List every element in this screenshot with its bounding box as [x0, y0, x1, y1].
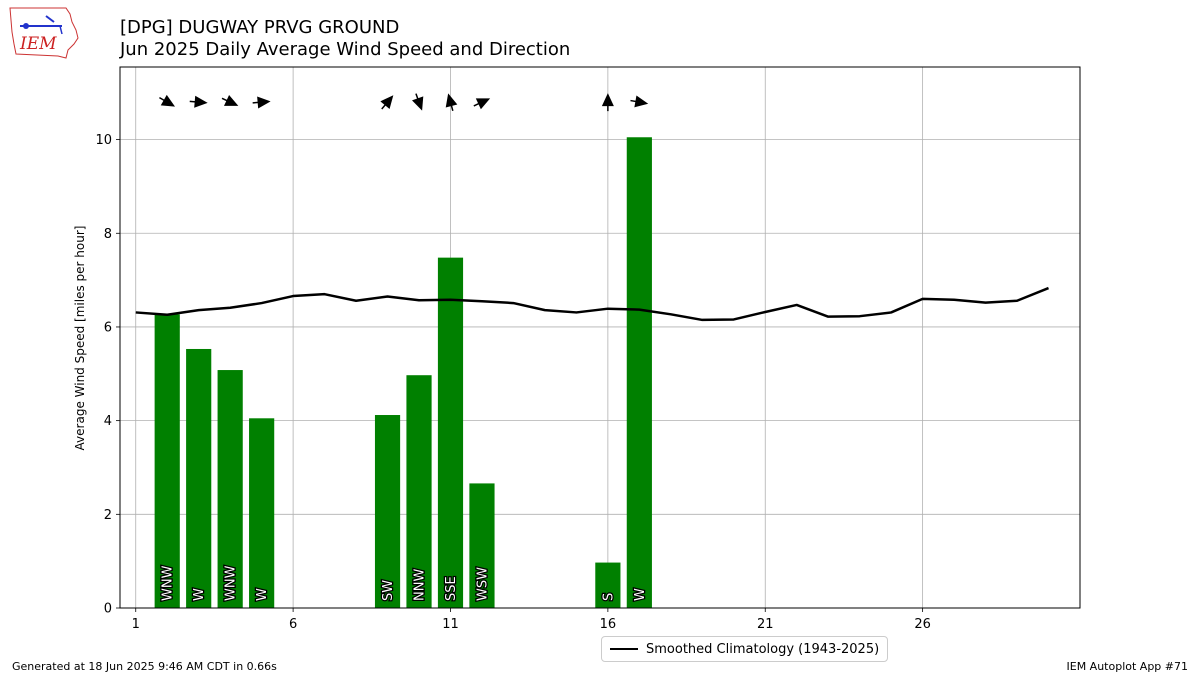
- logo-text: IEM: [19, 34, 57, 54]
- direction-arrow-day-4: [221, 95, 239, 106]
- direction-label-day-12: WSW: [475, 567, 490, 601]
- direction-arrows: [159, 93, 649, 112]
- direction-label-day-3: W: [192, 588, 207, 601]
- wind-bar-day-4: [217, 370, 243, 608]
- wind-bar-day-12: [469, 483, 495, 608]
- chart-title-station: [DPG] DUGWAY PRVG GROUND: [120, 17, 400, 38]
- x-tick-label: 26: [914, 617, 931, 632]
- generated-timestamp: Generated at 18 Jun 2025 9:46 AM CDT in …: [12, 660, 277, 673]
- direction-label-day-5: W: [255, 588, 270, 601]
- legend-label-climatology: Smoothed Climatology (1943-2025): [646, 641, 880, 657]
- direction-arrow-day-10: [412, 93, 424, 111]
- x-tick-label: 11: [442, 617, 459, 632]
- y-tick-label: 10: [95, 133, 112, 148]
- direction-label-day-4: WNW: [224, 565, 239, 601]
- grid-lines: [120, 67, 1080, 609]
- iem-logo: IEM: [9, 7, 79, 59]
- y-tick-label: 2: [104, 508, 112, 523]
- direction-label-day-11: SSE: [444, 576, 459, 601]
- y-tick-label: 8: [104, 227, 112, 242]
- legend: Smoothed Climatology (1943-2025): [601, 636, 889, 662]
- y-tick-label: 6: [104, 320, 112, 335]
- direction-arrow-day-5: [252, 96, 271, 109]
- direction-arrow-day-2: [159, 94, 176, 107]
- x-tick-label: 16: [600, 617, 617, 632]
- wind-bar-day-9: [374, 415, 401, 608]
- wind-bar-day-5: [249, 418, 275, 608]
- chart-title-description: Jun 2025 Daily Average Wind Speed and Di…: [120, 39, 571, 60]
- wind-bar-day-10: [406, 375, 432, 608]
- bars: WNW W WNW W SW NNW SSE WSW S W: [154, 137, 652, 608]
- wind-bar-day-2: [154, 314, 180, 608]
- x-tick-label: 1: [132, 617, 140, 632]
- direction-arrow-day-11: [445, 93, 458, 112]
- direction-arrow-day-12: [473, 98, 491, 110]
- y-tick-label: 4: [104, 414, 112, 429]
- y-axis-label: Average Wind Speed [miles per hour]: [73, 226, 87, 451]
- y-tick-label: 0: [104, 602, 112, 617]
- x-tick-label: 6: [289, 617, 297, 632]
- direction-arrow-day-9: [380, 95, 394, 110]
- wind-bar-day-17: [626, 137, 652, 608]
- direction-label-day-9: SW: [381, 580, 396, 601]
- direction-label-day-16: S: [601, 593, 616, 601]
- autoplot-app-id: IEM Autoplot App #71: [1066, 660, 1189, 673]
- direction-label-day-10: NNW: [413, 569, 428, 601]
- x-tick-label: 21: [757, 617, 774, 632]
- wind-bar-day-11: [437, 257, 464, 608]
- wind-bar-day-16: [595, 562, 621, 608]
- plot-frame: [119, 66, 1081, 609]
- direction-label-day-2: WNW: [161, 565, 176, 601]
- direction-arrow-day-3: [189, 95, 208, 108]
- climatology-series: [135, 286, 1049, 322]
- wind-bar-day-3: [186, 348, 212, 608]
- direction-arrow-day-17: [630, 95, 649, 108]
- direction-arrow-day-16: [601, 93, 614, 112]
- climatology-line: [135, 286, 1049, 322]
- direction-label-day-17: W: [633, 588, 648, 601]
- legend-line-swatch: [610, 648, 638, 650]
